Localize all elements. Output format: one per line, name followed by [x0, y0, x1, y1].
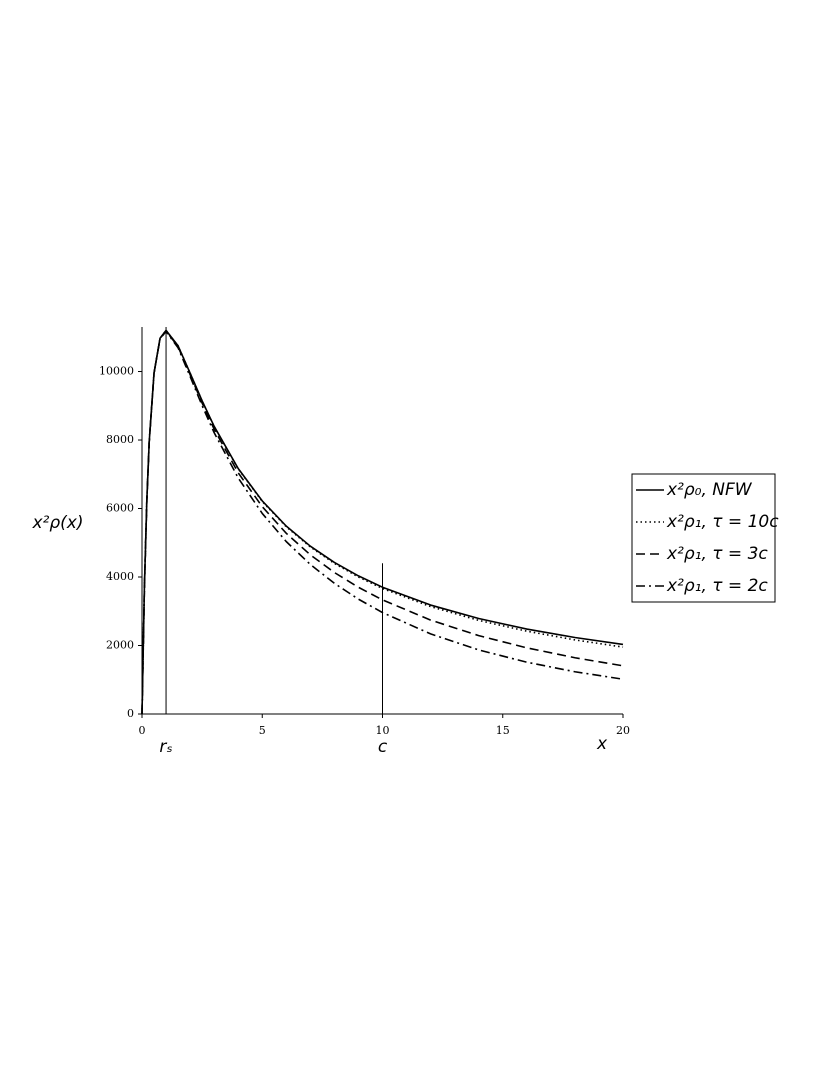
y-tick-label: 0: [127, 707, 134, 720]
x-tick-label: 15: [496, 724, 510, 737]
marker-label: c: [378, 737, 388, 757]
series-line: [141, 329, 624, 715]
legend-label: x²ρ₁, τ = 2c: [666, 576, 768, 596]
x-tick-label: 5: [259, 724, 266, 737]
y-tick-label: 6000: [106, 502, 134, 515]
series-line: [141, 330, 624, 715]
x-axis-label: x: [596, 734, 608, 754]
y-tick-label: 4000: [106, 570, 134, 583]
x-tick-label: 0: [139, 724, 146, 737]
x-tick-label: 20: [616, 724, 630, 737]
y-tick-label: 8000: [106, 433, 134, 446]
marker-label: rₛ: [159, 737, 172, 757]
y-tick-label: 2000: [106, 639, 134, 652]
x-tick-label: 10: [376, 724, 390, 737]
y-axis-label: x²ρ(x): [32, 513, 84, 533]
y-tick-label: 10000: [99, 365, 134, 378]
legend-label: x²ρ₁, τ = 3c: [666, 544, 768, 564]
legend-box: [631, 473, 776, 603]
legend-label: x²ρ₀, NFW: [666, 480, 753, 500]
legend-label: x²ρ₁, τ = 10c: [666, 512, 779, 532]
